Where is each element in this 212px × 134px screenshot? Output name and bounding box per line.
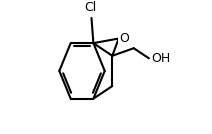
- Text: OH: OH: [151, 52, 170, 65]
- Text: Cl: Cl: [84, 1, 96, 14]
- Text: O: O: [119, 32, 129, 45]
